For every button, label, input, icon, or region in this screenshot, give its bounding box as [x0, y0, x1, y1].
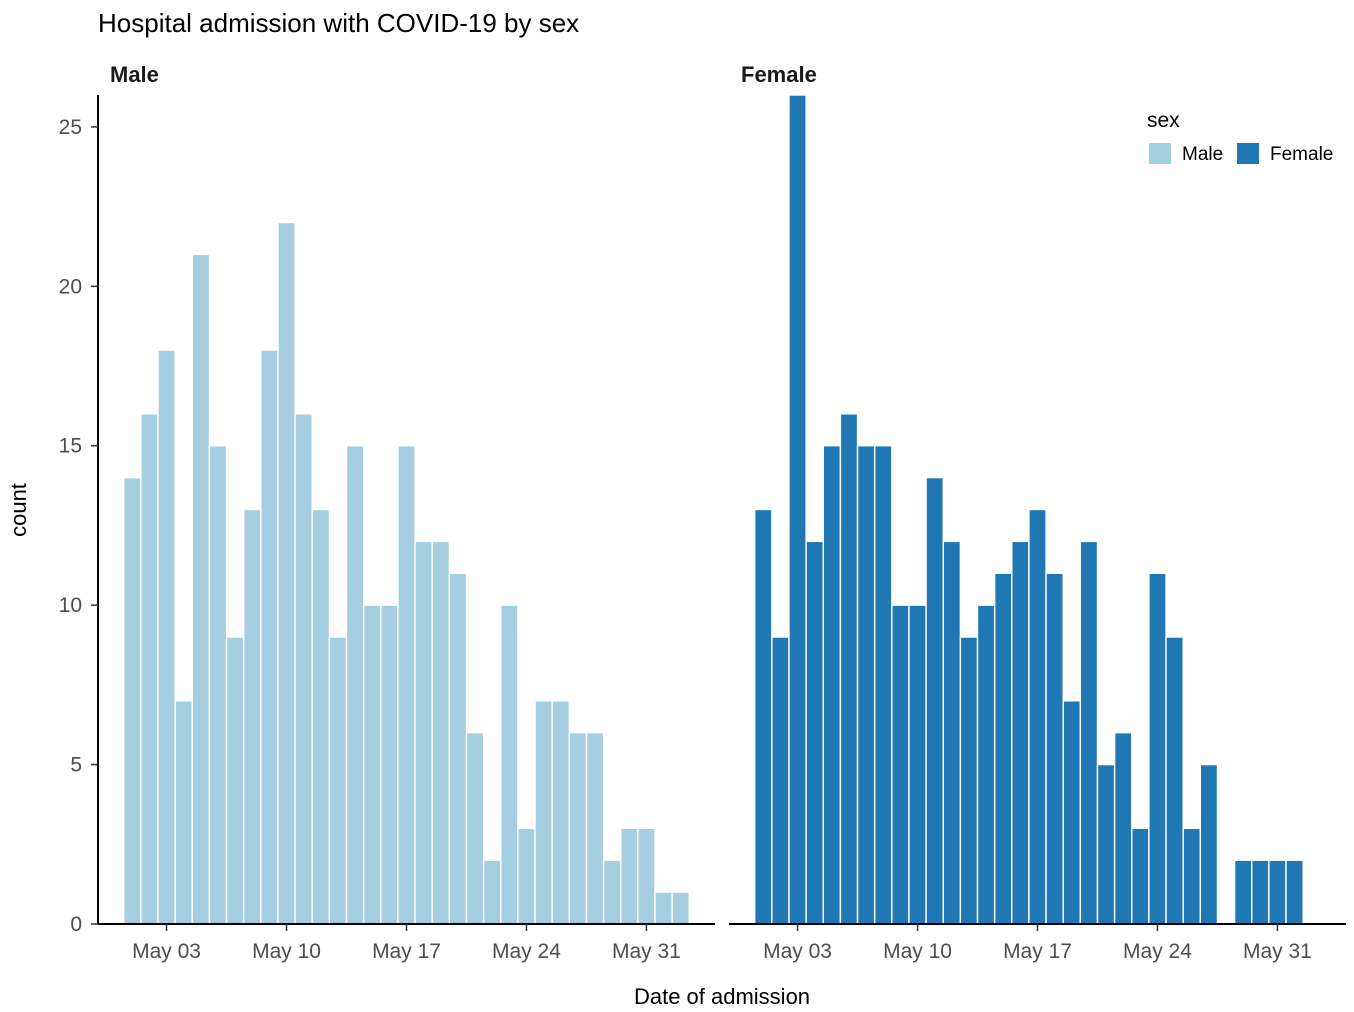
bar-female-2020-05-03 — [788, 94, 807, 925]
x-axis-title: Date of admission — [634, 984, 810, 1007]
bar-female-2020-06-01 — [1285, 859, 1304, 925]
chart-title: Hospital admission with COVID-19 by sex — [98, 8, 579, 38]
bar-female-2020-05-19 — [1062, 700, 1082, 925]
legend: sex Male Female — [1147, 109, 1333, 165]
bar-female-2020-05-22 — [1113, 731, 1133, 925]
bar-male-2020-06-02 — [671, 891, 690, 925]
bar-female-2020-05-23 — [1131, 827, 1150, 925]
legend-label-female: Female — [1270, 144, 1333, 165]
x-tick-label: May 03 — [132, 940, 201, 963]
bar-male-2020-05-01 — [123, 476, 142, 925]
bar-female-2020-05-05 — [822, 445, 842, 925]
bar-female-2020-05-31 — [1268, 859, 1287, 925]
y-tick-label: 5 — [70, 754, 82, 777]
y-tick-label: 0 — [70, 913, 82, 936]
bar-male-2020-05-09 — [260, 349, 279, 925]
bar-female-2020-05-27 — [1199, 763, 1219, 925]
legend-swatch-female — [1237, 143, 1259, 164]
bar-female-2020-05-20 — [1079, 540, 1099, 925]
bar-male-2020-05-16 — [380, 604, 399, 925]
legend-title: sex — [1147, 109, 1180, 132]
bar-female-2020-05-07 — [856, 445, 876, 925]
bar-female-2020-05-13 — [959, 636, 979, 925]
bar-female-2020-05-25 — [1165, 636, 1184, 925]
x-tick-label: May 31 — [1243, 940, 1312, 963]
bar-male-2020-05-27 — [568, 731, 588, 925]
bar-male-2020-05-28 — [585, 731, 605, 925]
bar-male-2020-05-08 — [242, 508, 262, 925]
bar-female-2020-05-18 — [1045, 572, 1064, 925]
bar-male-2020-05-29 — [602, 859, 622, 925]
y-axis-title: count — [6, 483, 31, 537]
bar-female-2020-05-21 — [1096, 763, 1116, 925]
bar-female-2020-05-04 — [805, 540, 824, 925]
bar-female-2020-05-24 — [1148, 572, 1167, 925]
bar-male-2020-05-22 — [482, 859, 502, 925]
bar-male-2020-05-04 — [174, 700, 193, 925]
bar-female-2020-05-17 — [1028, 508, 1047, 925]
bar-female-2020-05-16 — [1011, 540, 1030, 925]
bar-male-2020-05-30 — [620, 827, 639, 925]
bar-female-2020-05-01 — [754, 508, 773, 925]
bar-female-2020-05-29 — [1233, 859, 1253, 925]
bar-male-2020-05-13 — [328, 636, 348, 925]
bar-male-2020-05-26 — [551, 700, 571, 925]
bar-male-2020-05-25 — [534, 700, 553, 925]
x-tick-label: May 17 — [372, 940, 441, 963]
y-tick-label: 20 — [59, 275, 82, 298]
x-tick-label: May 10 — [252, 940, 321, 963]
bar-male-2020-05-19 — [431, 540, 451, 925]
bar-male-2020-05-24 — [517, 827, 536, 925]
x-tick-label: May 24 — [1123, 940, 1192, 963]
bar-female-2020-05-10 — [908, 604, 927, 925]
bar-male-2020-05-02 — [140, 413, 159, 925]
legend-swatch-male — [1149, 143, 1171, 164]
bar-male-2020-05-31 — [637, 827, 656, 925]
bar-female-2020-05-02 — [771, 636, 790, 925]
x-tick-label: May 31 — [612, 940, 681, 963]
bar-male-2020-05-17 — [397, 445, 416, 925]
bar-male-2020-05-07 — [225, 636, 245, 925]
bar-female-2020-05-06 — [839, 413, 859, 925]
strip-label-female: Female — [741, 62, 817, 87]
bar-male-2020-05-11 — [294, 413, 313, 925]
x-tick-label: May 24 — [492, 940, 561, 963]
legend-label-male: Male — [1182, 144, 1223, 165]
bar-female-2020-05-08 — [873, 445, 893, 925]
bar-female-2020-05-09 — [891, 604, 910, 925]
bar-male-2020-05-06 — [208, 445, 228, 925]
bar-male-2020-05-12 — [311, 508, 331, 925]
bar-female-2020-05-14 — [976, 604, 996, 925]
y-tick-label: 10 — [59, 594, 82, 617]
bar-male-2020-06-01 — [654, 891, 673, 925]
bar-male-2020-05-18 — [414, 540, 433, 925]
x-tick-label: May 10 — [883, 940, 952, 963]
bar-male-2020-05-15 — [362, 604, 382, 925]
bar-female-2020-05-15 — [993, 572, 1013, 925]
x-tick-label: May 17 — [1003, 940, 1072, 963]
x-tick-label: May 03 — [763, 940, 832, 963]
bar-male-2020-05-20 — [448, 572, 468, 925]
bar-female-2020-05-26 — [1182, 827, 1202, 925]
bar-female-2020-05-30 — [1251, 859, 1270, 925]
y-tick-label: 25 — [59, 116, 82, 139]
bar-male-2020-05-05 — [191, 253, 211, 925]
bar-male-2020-05-03 — [157, 349, 176, 925]
bar-male-2020-05-14 — [345, 445, 365, 925]
bar-female-2020-05-11 — [925, 476, 944, 925]
strip-label-male: Male — [110, 62, 159, 87]
bar-male-2020-05-10 — [277, 221, 296, 925]
bar-female-2020-05-12 — [942, 540, 962, 925]
bar-male-2020-05-23 — [500, 604, 519, 925]
facet-panel-female: Female May 03 May 10 May 17 May 24 May 31 — [729, 62, 1346, 963]
facet-panel-male: Male May 03 May 10 May 17 May 24 May 31 0 5 10 15… — [59, 62, 715, 963]
bar-male-2020-05-21 — [465, 731, 485, 925]
y-tick-label: 15 — [59, 435, 82, 458]
